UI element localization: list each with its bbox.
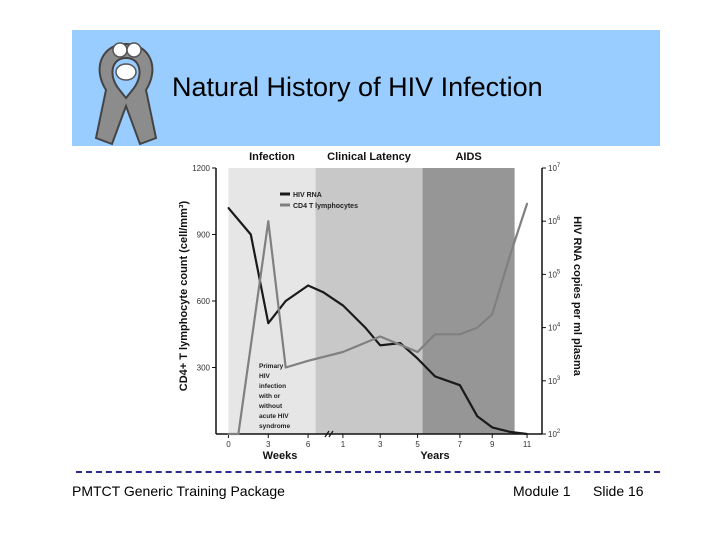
title-banner bbox=[72, 30, 660, 146]
phase-label-2: AIDS bbox=[455, 151, 481, 163]
x-tick-label-1: 3 bbox=[266, 440, 271, 449]
y-left-tick-label-3: 1200 bbox=[192, 164, 210, 173]
series-point-1-11 bbox=[491, 313, 494, 316]
axis-break-mark bbox=[324, 430, 334, 438]
y-right-tick-label-4: 106 bbox=[548, 216, 561, 226]
series-point-1-4 bbox=[307, 359, 309, 362]
y-right-tick-label-1: 103 bbox=[548, 376, 561, 386]
annotation-line-6: syndrome bbox=[259, 423, 290, 430]
legend-label-1: CD4 T lymphocytes bbox=[293, 203, 358, 210]
awareness-ribbon-with-family-icon bbox=[94, 42, 158, 146]
series-point-0-13 bbox=[476, 415, 479, 418]
x-tick-label-2: 6 bbox=[306, 440, 311, 449]
y-axis-right-label: HIV RNA copies per ml plasma bbox=[571, 216, 583, 377]
hiv-natural-history-chart: Infection Clinical Latency AIDS 300 600 900 1… bbox=[178, 151, 583, 462]
phase-label-1: Clinical Latency bbox=[327, 151, 412, 163]
x-tick-label-4: 3 bbox=[378, 440, 383, 449]
annotation-line-5: acute HIV bbox=[259, 413, 289, 420]
series-point-0-8 bbox=[379, 344, 382, 347]
series-point-1-12 bbox=[508, 255, 511, 258]
legend-label-0: HIV RNA bbox=[293, 192, 322, 199]
x-axis-label-weeks: Weeks bbox=[263, 450, 298, 462]
y-axis-left-label: CD4+ T lymphocyte count (cell/mm³) bbox=[178, 200, 190, 391]
series-point-0-6 bbox=[342, 304, 344, 307]
phase-band-2 bbox=[422, 168, 515, 434]
y-left-tick-label-2: 900 bbox=[197, 231, 211, 240]
annotation-line-3: with or bbox=[258, 393, 281, 400]
series-point-0-4 bbox=[307, 284, 309, 287]
x-tick-label-3: 1 bbox=[341, 440, 346, 449]
series-line-cd4-t-lymphocytes bbox=[228, 203, 529, 436]
annotation-line-0: Primary bbox=[259, 363, 284, 370]
series-point-0-12 bbox=[458, 384, 461, 387]
x-axis-label-years: Years bbox=[420, 450, 449, 462]
series-point-0-1 bbox=[249, 233, 252, 236]
series-point-0-7 bbox=[364, 326, 367, 329]
series-point-0-15 bbox=[508, 430, 511, 433]
annotation-line-1: HIV bbox=[259, 373, 271, 380]
phase-label-0: Infection bbox=[249, 151, 295, 163]
phase-band-0 bbox=[228, 168, 316, 434]
x-tick-label-5: 5 bbox=[415, 440, 420, 449]
phase-band-1 bbox=[315, 168, 423, 434]
annotation-line-2: infection bbox=[259, 383, 286, 390]
footer-package-name: PMTCT Generic Training Package bbox=[72, 483, 285, 499]
series-point-1-5 bbox=[342, 351, 344, 353]
series-point-1-2 bbox=[267, 220, 270, 223]
annotation-line-4: without bbox=[258, 403, 283, 410]
series-point-1-13 bbox=[526, 202, 528, 205]
series-point-0-3 bbox=[284, 300, 287, 302]
series-point-1-6 bbox=[379, 335, 382, 338]
series-point-1-10 bbox=[476, 326, 479, 329]
series-point-1-3 bbox=[284, 366, 287, 369]
series-point-0-16 bbox=[526, 433, 528, 435]
y-right-tick-label-2: 104 bbox=[548, 323, 561, 333]
footer-slide-number: Slide 16 bbox=[593, 483, 644, 499]
x-tick-label-0: 0 bbox=[226, 440, 231, 449]
y-right-tick-label-5: 107 bbox=[548, 163, 561, 173]
y-right-tick-label-0: 102 bbox=[548, 429, 561, 439]
series-point-1-8 bbox=[434, 333, 436, 336]
series-point-0-0 bbox=[227, 207, 230, 209]
x-tick-label-7: 9 bbox=[490, 440, 495, 449]
series-point-1-9 bbox=[458, 333, 461, 336]
x-tick-label-6: 7 bbox=[458, 440, 463, 449]
series-point-1-7 bbox=[416, 351, 419, 353]
series-point-0-2 bbox=[267, 322, 270, 325]
y-left-tick-label-1: 600 bbox=[197, 297, 211, 306]
footer-module: Module 1 bbox=[513, 483, 571, 499]
series-point-1-1 bbox=[237, 433, 240, 435]
series-point-0-14 bbox=[491, 426, 494, 429]
y-left-tick-label-0: 300 bbox=[197, 364, 211, 373]
footer-divider bbox=[76, 471, 660, 473]
x-tick-label-8: 11 bbox=[523, 440, 532, 449]
series-point-0-10 bbox=[416, 357, 419, 360]
series-point-0-5 bbox=[322, 291, 324, 294]
page-title: Natural History of HIV Infection bbox=[172, 72, 543, 102]
y-right-tick-label-3: 105 bbox=[548, 269, 561, 279]
series-point-1-0 bbox=[227, 433, 230, 435]
series-point-0-11 bbox=[434, 375, 436, 378]
